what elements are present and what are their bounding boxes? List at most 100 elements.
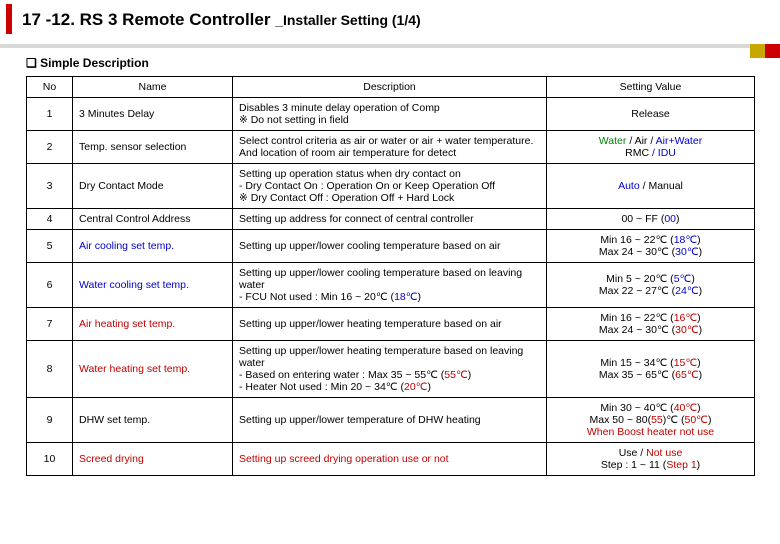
text-segment: 55 [651,414,663,426]
text-segment: / [647,135,655,147]
cell-desc: Setting up operation status when dry con… [233,164,547,209]
text-segment: Min 15 ~ 34℃ ( [600,357,673,369]
text-segment: Central Control Address [79,213,190,225]
text-segment: / Air [626,135,647,147]
text-segment: ) [699,246,703,258]
text-segment: 3 Minutes Delay [79,108,154,120]
cell-no: 2 [27,131,73,164]
text-segment: Min 16 ~ 22℃ ( [600,234,673,246]
text-segment: ) [697,459,701,471]
text-segment: 50℃ [684,414,707,426]
col-name: Name [73,77,233,98]
table-row: 10 Screed drying Setting up screed drying … [27,443,755,476]
text-segment: 16℃ [674,312,697,324]
text-segment: Air+Water [656,135,703,147]
cell-name: Water heating set temp. [73,341,233,398]
text-segment: Air cooling set temp. [79,240,174,252]
text-segment: ) [699,324,703,336]
text-segment: ) [427,381,431,393]
text-segment: When Boost heater not use [587,426,714,438]
cell-no: 1 [27,98,73,131]
cell-val: Auto / Manual [547,164,755,209]
text-segment: ) [699,369,703,381]
text-segment: / Manual [640,180,683,192]
text-segment: 00 ~ FF ( [621,213,664,225]
text-segment: 55℃ [444,369,467,381]
table-row: 8Water heating set temp.Setting up upper… [27,341,755,398]
cell-desc: Setting up screed drying operation use o… [233,443,547,476]
cell-val: Release [547,98,755,131]
text-segment: Auto [618,180,640,192]
text-segment: ) [418,291,422,303]
cell-no: 4 [27,209,73,230]
text-segment: RMC [625,147,649,159]
cell-name: Water cooling set temp. [73,263,233,308]
divider [0,44,780,48]
table-row: 9 DHW set temp. Setting up upper/lower tem… [27,398,755,443]
text-segment: ) [708,414,712,426]
cell-val: 00 ~ FF (00) [547,209,755,230]
cell-name: Dry Contact Mode [73,164,233,209]
text-segment: 15℃ [674,357,697,369]
cell-name: Temp. sensor selection [73,131,233,164]
cell-name: DHW set temp. [73,398,233,443]
text-segment: DHW set temp. [79,414,150,426]
cell-val: Water / Air / Air+Water RMC / IDU [547,131,755,164]
cell-desc: Select control criteria as air or water … [233,131,547,164]
cell-val: Min 5 ~ 20℃ (5℃) Max 22 ~ 27℃ (24℃) [547,263,755,308]
cell-desc: Setting up upper/lower temperature of DH… [233,398,547,443]
text-segment: )℃ ( [663,414,685,426]
text-segment: Step : 1 ~ 11 ( [601,459,666,471]
text-segment: 20℃ [404,381,427,393]
cell-no: 6 [27,263,73,308]
text-segment: Setting up upper/lower cooling temperatu… [239,267,522,303]
text-segment: Temp. sensor selection [79,141,186,153]
cell-name: Air cooling set temp. [73,230,233,263]
section-heading: Simple Description [26,56,768,70]
text-segment: Setting up upper/lower heating temperatu… [239,318,502,330]
text-segment: Use / [619,447,646,459]
settings-table: No Name Description Setting Value 1 3 Min… [26,76,755,476]
cell-desc: Setting up upper/lower cooling temperatu… [233,263,547,308]
page-title: 17 -12. RS 3 Remote Controller _Installe… [6,4,780,34]
col-no: No [27,77,73,98]
cell-val: Min 16 ~ 22℃ (18℃) Max 24 ~ 30℃ (30℃) [547,230,755,263]
table-row: 7Air heating set temp.Setting up upper/l… [27,308,755,341]
text-segment: Setting up address for connect of centra… [239,213,474,225]
cell-desc: Setting up upper/lower heating temperatu… [233,341,547,398]
text-segment: ) [676,213,680,225]
text-segment: Screed drying [79,453,144,465]
text-segment: Disables 3 minute delay operation of Com… [239,102,440,126]
cell-desc: Setting up address for connect of centra… [233,209,547,230]
text-segment: Setting up screed drying operation use o… [239,453,449,465]
text-segment: Water cooling set temp. [79,279,189,291]
text-segment: 65℃ [675,369,698,381]
table-header-row: No Name Description Setting Value [27,77,755,98]
text-segment: Setting up upper/lower temperature of DH… [239,414,481,426]
table-row: 2 Temp. sensor selection Select control cr… [27,131,755,164]
table-row: 3Dry Contact ModeSetting up operation st… [27,164,755,209]
table-row: 4 Central Control Address Setting up addre… [27,209,755,230]
cell-no: 9 [27,398,73,443]
text-segment: 5℃ [674,273,692,285]
text-segment: Setting up operation status when dry con… [239,168,495,204]
table-row: 5 Air cooling set temp. Setting up upper/l… [27,230,755,263]
text-segment: Setting up upper/lower heating temperatu… [239,345,523,381]
text-segment: Min 16 ~ 22℃ ( [600,312,673,324]
cell-val: Min 30 ~ 40℃ (40℃) Max 50 ~ 80(55)℃ (50℃… [547,398,755,443]
table-row: 6 Water cooling set temp. Setting up upper… [27,263,755,308]
text-segment: Dry Contact Mode [79,180,164,192]
cell-no: 10 [27,443,73,476]
text-segment: 30℃ [675,246,698,258]
text-segment: Select control criteria as air or water … [239,135,533,159]
text-segment: 30℃ [675,324,698,336]
cell-val: Min 15 ~ 34℃ (15℃) Max 35 ~ 65℃ (65℃) [547,341,755,398]
text-segment: Step 1 [666,459,696,471]
text-segment: Water [599,135,627,147]
title-main: 17 -12. RS 3 Remote Controller [22,10,270,29]
text-segment: Release [631,108,670,120]
cell-desc: Setting up upper/lower cooling temperatu… [233,230,547,263]
col-desc: Description [233,77,547,98]
cell-no: 5 [27,230,73,263]
text-segment: 18℃ [394,291,417,303]
